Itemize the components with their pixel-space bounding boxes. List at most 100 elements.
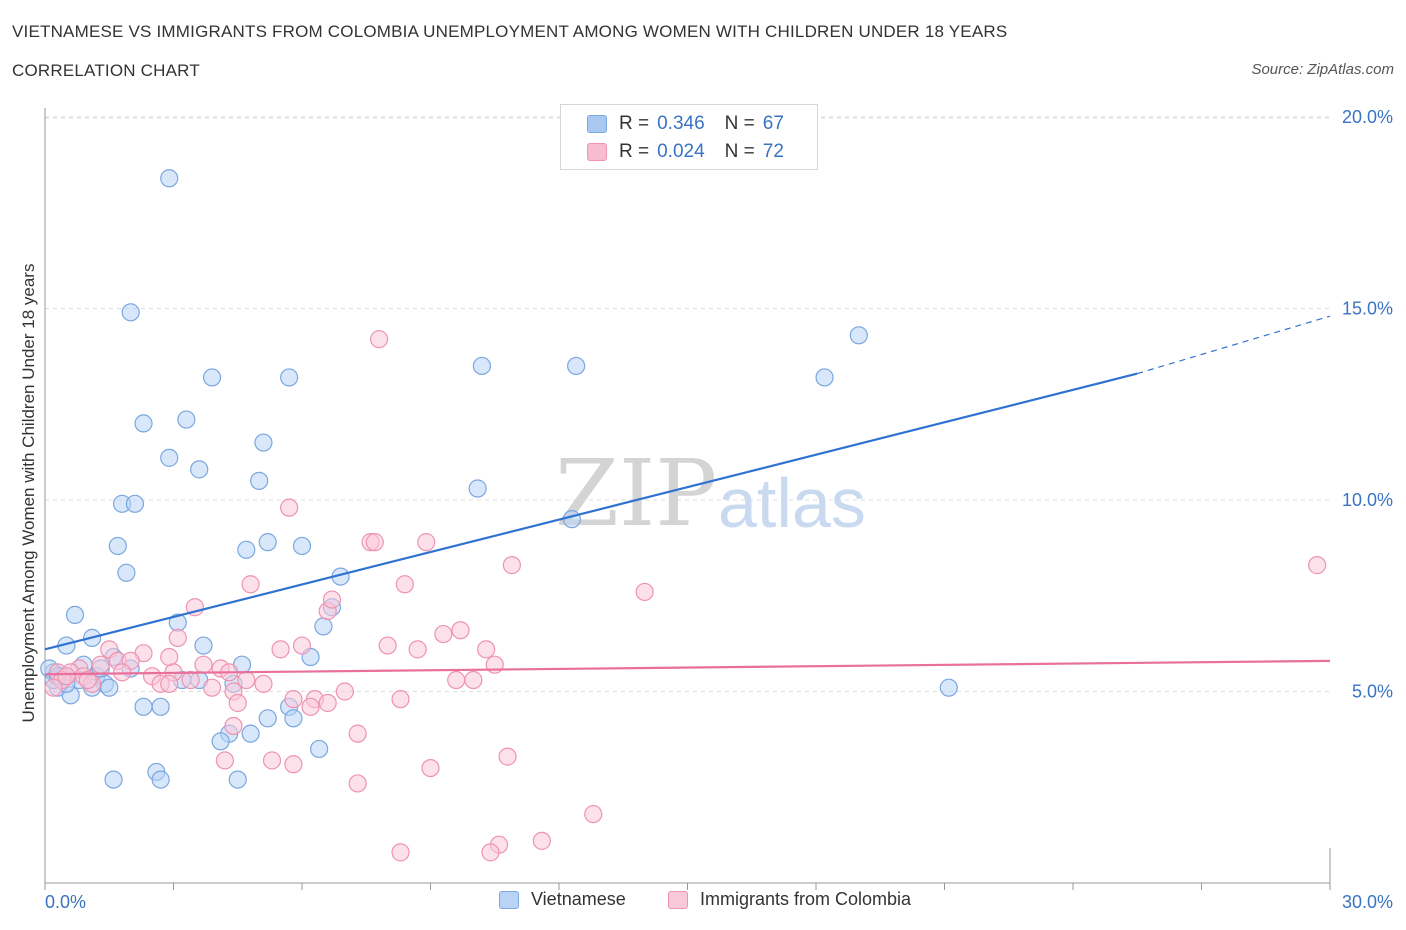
colombia-point [348,724,367,743]
chart-title: VIETNAMESE VS IMMIGRANTS FROM COLOMBIA U… [12,22,1008,41]
colombia-point [584,804,603,824]
vietnamese-trend-line [44,372,1138,651]
colombia-point [168,628,187,647]
y-tick-label: 20.0% [1342,107,1393,127]
tick-labels: 5.0% 10.0% 15.0% 20.0% 0.0% 30.0% [45,107,1393,912]
colombia-point [271,640,290,659]
vietnamese-point [121,303,140,322]
vietnamese-point [177,410,196,429]
colombia-point [292,636,312,655]
colombia-point [44,678,63,697]
r-label: R = [619,113,650,134]
legend-item-colombia[interactable]: Immigrants from Colombia [668,889,911,910]
vietnamese-point [250,471,269,490]
colombia-point [1308,556,1327,575]
colombia-point [408,640,427,659]
colombia-point [57,667,76,686]
colombia-swatch [587,143,607,161]
y-tick-label: 15.0% [1342,299,1393,319]
colombia-point [464,670,483,690]
colombia-point [301,697,320,716]
vietnamese-point [241,724,260,743]
vietnamese-point [151,770,170,789]
vietnamese-point [567,356,586,376]
vietnamese-point [562,510,581,529]
legend-label-colombia: Immigrants from Colombia [700,889,912,909]
colombia-point [434,624,453,644]
colombia-point [365,533,384,552]
r-value: 0.024 [657,141,705,162]
vietnamese-point [314,617,333,636]
data-points [40,169,1327,862]
colombia-point [502,556,521,575]
vietnamese-point [108,536,127,556]
vietnamese-point [202,368,222,387]
colombia-point [318,693,337,713]
grid-lines [45,116,1330,692]
vietnamese-point [100,678,119,697]
colombia-point [228,693,247,713]
colombia-point [391,690,410,709]
colombia-point [322,590,342,609]
x-tick-label: 30.0% [1342,892,1393,912]
vietnamese-point [160,169,179,188]
colombia-point [421,758,440,778]
colombia-point [262,751,282,770]
colombia-point [391,843,410,862]
colombia-point [370,330,389,349]
watermark-atlas: atlas [718,464,866,542]
colombia-point [378,636,397,655]
colombia-point [477,640,496,659]
vietnamese-point [284,709,303,728]
vietnamese-point [134,414,153,433]
colombia-point [280,498,299,517]
colombia-point [160,674,179,693]
vietnamese-point [280,368,299,387]
colombia-legend-swatch [668,890,688,909]
vietnamese-point [117,563,136,582]
colombia-point [635,582,654,602]
legend-item-vietnamese[interactable]: Vietnamese [499,889,626,910]
vietnamese-trend-extension [1137,315,1331,375]
vietnamese-point [472,356,491,376]
y-tick-label: 5.0% [1352,682,1393,702]
vietnamese-point [468,479,487,498]
stats-legend: R = 0.346 N = 67 R = 0.024 N = 72 [560,104,818,170]
vietnamese-point [849,326,868,345]
colombia-point [254,674,273,693]
vietnamese-point [237,540,256,559]
colombia-trend-line [44,659,1331,676]
vietnamese-point [939,678,958,697]
colombia-point [532,831,551,850]
y-tick-label: 10.0% [1342,490,1393,510]
source-label: Source: ZipAtlas.com [1251,61,1394,78]
colombia-point [498,747,517,766]
axes [44,108,1331,890]
vietnamese-legend-swatch [499,890,519,909]
n-value: 67 [762,113,784,134]
stats-legend-row-colombia: R = 0.024 N = 72 [587,141,784,163]
n-value: 72 [762,141,784,162]
y-axis-label: Unemployment Among Women with Children U… [19,264,38,723]
colombia-point [224,716,243,736]
colombia-point [447,670,466,690]
colombia-point [417,533,436,552]
vietnamese-point [65,605,85,625]
colombia-point [284,755,303,774]
colombia-point [91,655,110,674]
chart-subtitle: CORRELATION CHART [12,61,200,80]
r-value: 0.346 [657,113,705,134]
x-tick-label: 0.0% [45,892,86,912]
colombia-point [395,575,414,594]
vietnamese-point [815,368,834,387]
colombia-point [215,751,234,770]
vietnamese-point [194,636,213,655]
colombia-point [451,621,470,640]
vietnamese-point [125,494,145,513]
vietnamese-point [160,448,179,467]
watermark-zip: ZIP [555,440,717,547]
vietnamese-point [292,536,312,556]
vietnamese-point [104,770,123,789]
vietnamese-point [310,739,329,759]
